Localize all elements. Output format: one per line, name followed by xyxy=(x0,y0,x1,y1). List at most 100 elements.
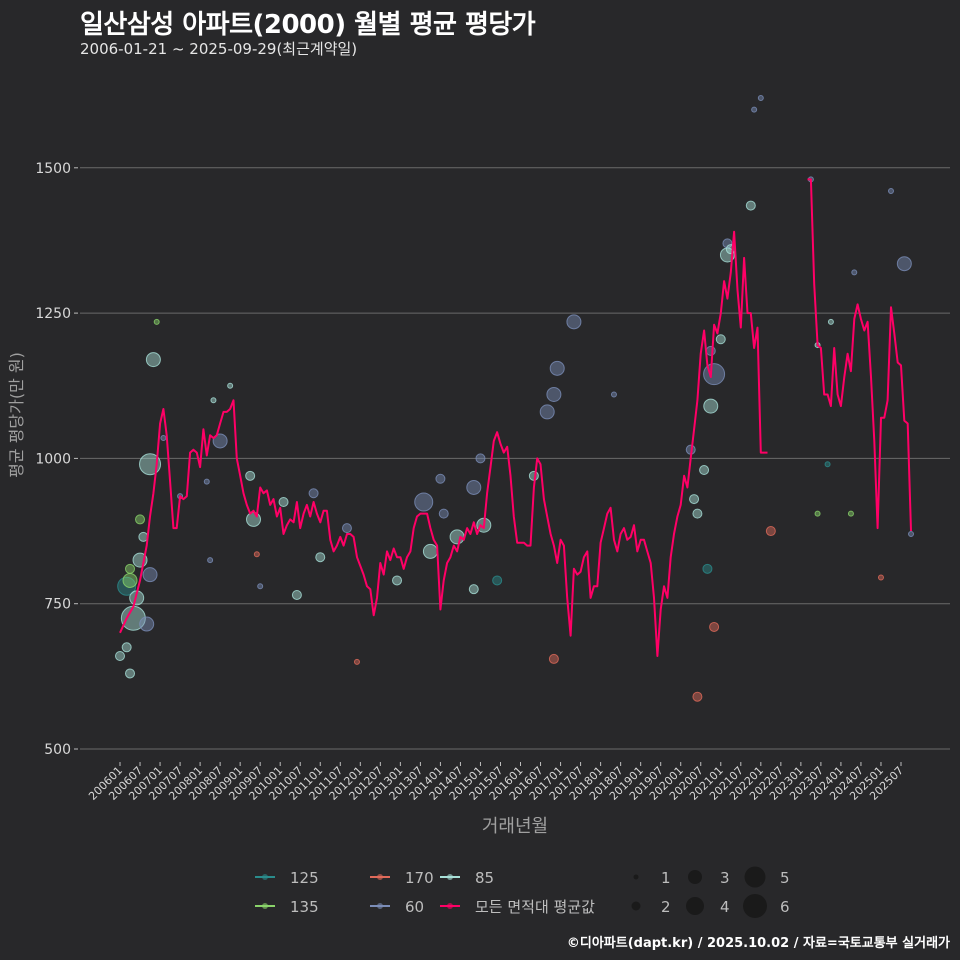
scatter-point xyxy=(203,478,210,485)
scatter-point xyxy=(353,658,360,665)
scatter-point xyxy=(278,496,289,507)
legend: 125 170 85 135 60 모든 면적대 평균값 1 2 3 4 5 6 xyxy=(255,866,790,918)
scatter-point xyxy=(125,563,136,574)
scatter-point xyxy=(827,318,834,325)
legend-size-2: 2 xyxy=(631,898,671,916)
legend-size-6: 6 xyxy=(743,894,790,918)
scatter-point xyxy=(438,508,449,519)
legend-label: 60 xyxy=(405,898,424,916)
scatter-point xyxy=(153,318,160,325)
scatter-point xyxy=(125,668,136,679)
legend-item-85[interactable]: 85 xyxy=(440,869,494,887)
size-swatch xyxy=(631,901,641,911)
y-axis-title: 평균 평당가(만 원) xyxy=(7,352,26,478)
scatter-point xyxy=(468,584,479,595)
scatter-point xyxy=(549,360,565,376)
legend-item-125[interactable]: 125 xyxy=(255,869,319,887)
scatter-point xyxy=(877,574,884,581)
y-tick-label: 1250 xyxy=(35,306,71,322)
scatter-point xyxy=(908,530,915,537)
legend-label: 135 xyxy=(290,898,319,916)
scatter-point xyxy=(715,334,726,345)
legend-label: 85 xyxy=(475,869,494,887)
scatter-point xyxy=(392,575,403,586)
scatter-point xyxy=(692,508,703,519)
size-swatch xyxy=(686,897,704,915)
scatter-point xyxy=(160,435,167,442)
scatter-point xyxy=(449,529,465,545)
scatter-point xyxy=(722,238,733,249)
scatter-point xyxy=(851,269,858,276)
legend-label: 모든 면적대 평균값 xyxy=(475,898,595,916)
size-label: 2 xyxy=(661,898,671,916)
scatter-point xyxy=(705,345,716,356)
scatter-point xyxy=(142,567,158,583)
size-swatch xyxy=(743,894,767,918)
legend-item-모든 면적대 평균값[interactable]: 모든 면적대 평균값 xyxy=(440,898,595,916)
legend-item-170[interactable]: 170 xyxy=(370,869,434,887)
size-label: 3 xyxy=(720,869,730,887)
chart-title: 일산삼성 아파트(2000) 월별 평균 평당가 xyxy=(80,10,536,40)
scatter-point xyxy=(692,691,703,702)
scatter-point xyxy=(308,488,319,499)
legend-swatch-dot xyxy=(447,903,453,909)
scatter-point xyxy=(122,572,138,588)
scatter-point xyxy=(315,552,326,563)
size-label: 1 xyxy=(661,869,671,887)
scatter-point xyxy=(414,492,434,512)
scatter-point xyxy=(566,314,582,330)
scatter-point xyxy=(765,526,776,537)
gridlines xyxy=(80,167,950,750)
scatter-point xyxy=(291,589,302,600)
scatter-point xyxy=(492,575,503,586)
scatter-point xyxy=(145,352,161,368)
scatter-point xyxy=(757,95,764,102)
scatter-point xyxy=(548,653,559,664)
scatter-point xyxy=(475,453,486,464)
legend-item-135[interactable]: 135 xyxy=(255,898,319,916)
scatter-point xyxy=(703,398,719,414)
scatter-point xyxy=(702,563,713,574)
scatter-point xyxy=(610,391,617,398)
legend-label: 125 xyxy=(290,869,319,887)
scatter-point xyxy=(699,465,710,476)
y-tick-label: 1500 xyxy=(35,161,71,177)
legend-swatch-dot xyxy=(377,903,383,909)
scatter-point xyxy=(246,511,262,527)
scatter-point xyxy=(245,470,256,481)
legend-swatch-dot xyxy=(262,874,268,880)
y-tick-label: 1000 xyxy=(35,451,71,467)
scatter-point xyxy=(539,404,555,420)
scatter-point xyxy=(115,651,125,662)
size-swatch xyxy=(633,874,639,880)
size-swatch xyxy=(688,870,702,884)
scatter-point xyxy=(751,106,758,113)
scatter-point xyxy=(896,256,912,272)
legend-label: 170 xyxy=(405,869,434,887)
y-tick-label: 750 xyxy=(44,597,71,613)
y-tick-label: 500 xyxy=(44,742,71,758)
scatter-point xyxy=(466,479,482,495)
scatter-point xyxy=(709,621,720,632)
scatter-point xyxy=(207,557,214,564)
x-axis-title: 거래년월 xyxy=(482,816,548,837)
scatter-point xyxy=(210,397,217,404)
scatter-point xyxy=(253,551,260,558)
size-swatch xyxy=(744,866,766,888)
scatter-point xyxy=(227,382,234,389)
scatter-point xyxy=(121,642,132,653)
legend-swatch-dot xyxy=(377,874,383,880)
scatter-point xyxy=(139,616,155,632)
legend-size-4: 4 xyxy=(686,897,730,916)
scatter-point xyxy=(212,433,228,449)
scatter-point xyxy=(847,510,854,517)
legend-swatch-dot xyxy=(262,903,268,909)
scatter-point xyxy=(887,188,894,195)
y-axis-ticks: 500 750 1000 1250 1500 xyxy=(35,161,78,758)
size-label: 6 xyxy=(780,898,790,916)
legend-item-60[interactable]: 60 xyxy=(370,898,424,916)
x-axis-ticks: 2006012006072007012007072008012008072009… xyxy=(86,762,906,803)
scatter-points xyxy=(115,95,915,702)
scatter-point xyxy=(135,514,146,525)
